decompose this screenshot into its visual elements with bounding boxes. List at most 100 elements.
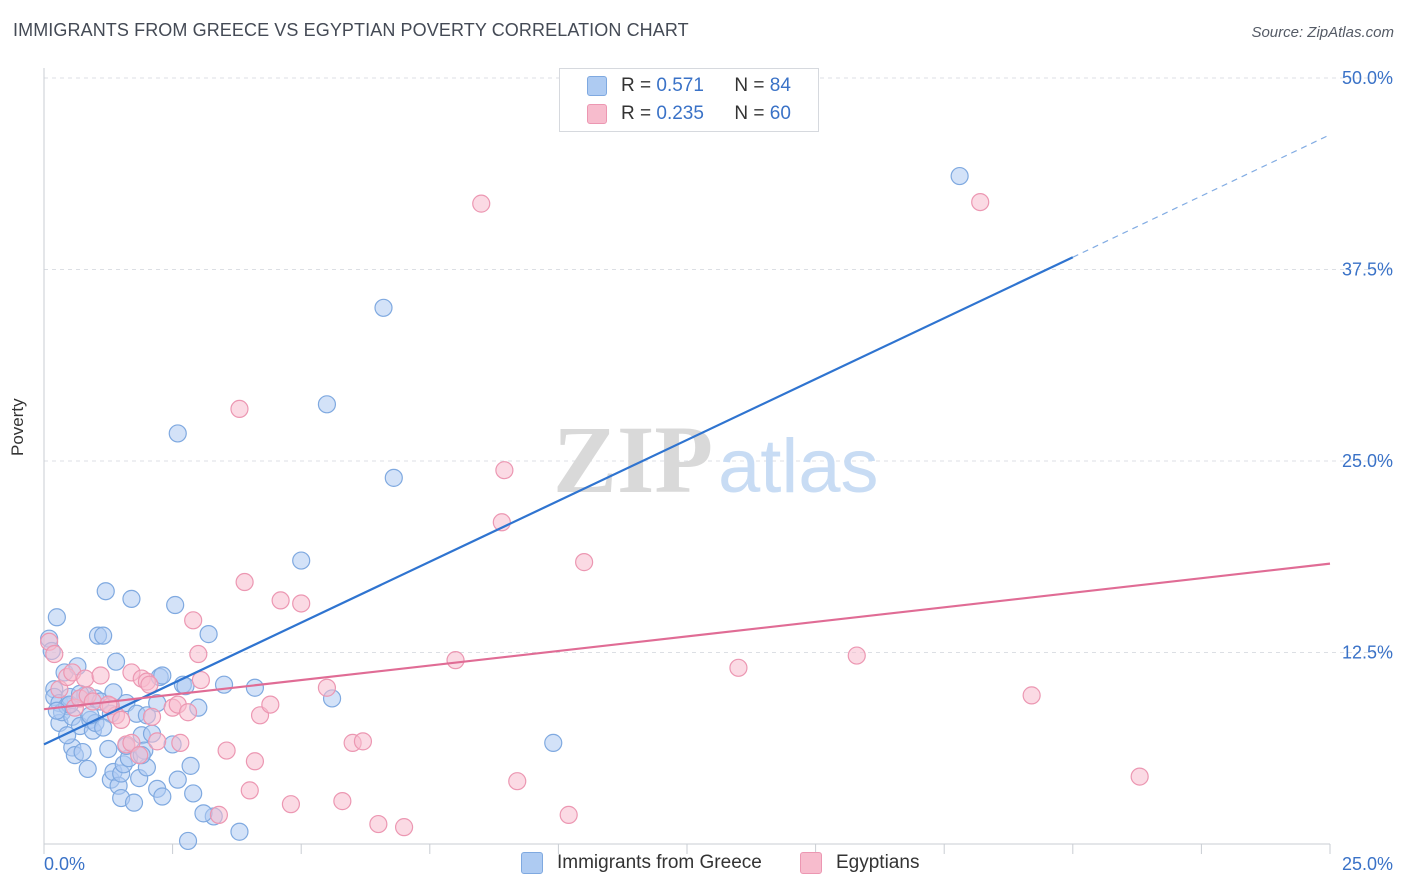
legend-row-greece: R = 0.571 N = 84 bbox=[560, 72, 791, 100]
egyptians-point bbox=[271, 591, 290, 610]
egyptians-point bbox=[472, 194, 491, 213]
greece-trend-extension bbox=[1072, 134, 1331, 258]
greece-point bbox=[544, 733, 563, 752]
greece-point bbox=[153, 787, 172, 806]
egyptians-point bbox=[240, 781, 259, 800]
egyptians-point bbox=[317, 678, 337, 697]
egyptians-point bbox=[971, 192, 990, 212]
legend-n-label: N = bbox=[734, 75, 770, 96]
greece-point bbox=[178, 831, 198, 851]
x-tick-label: 0.0% bbox=[44, 854, 85, 874]
legend-swatch-egyptians bbox=[800, 852, 822, 874]
greece-trend-line bbox=[43, 256, 1074, 746]
egyptians-point bbox=[171, 733, 190, 752]
tick-labels: 12.5% 25.0% 37.5% 50.0% 0.0% 25.0% bbox=[44, 68, 1393, 874]
greece-point bbox=[181, 756, 200, 775]
trend-lines bbox=[43, 134, 1331, 746]
legend-box: R = 0.571 N = 84 R = 0.235 N = 60 bbox=[559, 68, 819, 132]
egyptians-point bbox=[245, 752, 265, 771]
x-tick-label: 25.0% bbox=[1342, 854, 1393, 874]
egyptians-point bbox=[230, 399, 249, 419]
greece-point bbox=[47, 701, 66, 720]
greece-point bbox=[78, 759, 97, 779]
egyptians-point bbox=[217, 741, 236, 760]
greece-point bbox=[99, 739, 118, 759]
greece-point bbox=[384, 468, 403, 487]
greece-point bbox=[166, 595, 185, 615]
series-egyptians-points bbox=[40, 192, 1149, 837]
watermark: ZIP atlas bbox=[553, 406, 879, 513]
legend-r-value: 0.571 bbox=[656, 75, 704, 96]
egyptians-point bbox=[148, 732, 167, 751]
greece-point bbox=[106, 652, 126, 671]
greece-point bbox=[245, 678, 265, 697]
egyptians-point bbox=[353, 732, 373, 751]
egyptians-point bbox=[130, 746, 149, 765]
egyptians-point bbox=[189, 644, 208, 664]
legend-r-label: R = bbox=[621, 75, 657, 96]
egyptians-point bbox=[1022, 686, 1041, 705]
egyptians-point bbox=[333, 792, 352, 811]
egyptians-point bbox=[281, 795, 301, 814]
egyptians-point bbox=[178, 703, 198, 722]
greece-point bbox=[153, 666, 172, 685]
legend-row-egyptians: R = 0.235 N = 60 bbox=[560, 100, 791, 128]
watermark-atlas: atlas bbox=[718, 424, 879, 509]
egyptians-point bbox=[575, 553, 594, 572]
greece-point bbox=[374, 298, 393, 317]
chart-title: IMMIGRANTS FROM GREECE VS EGYPTIAN POVER… bbox=[13, 20, 689, 40]
egyptians-point bbox=[45, 644, 64, 664]
egyptians-point bbox=[142, 707, 162, 726]
greece-point bbox=[122, 589, 141, 608]
legend-swatch-greece bbox=[587, 76, 607, 96]
y-tick-label: 50.0% bbox=[1342, 68, 1393, 88]
legend-r-value: 0.235 bbox=[656, 103, 704, 124]
y-tick-label: 25.0% bbox=[1342, 451, 1393, 471]
greece-point bbox=[94, 626, 113, 645]
watermark-zip: ZIP bbox=[553, 406, 713, 513]
egyptians-trend-line bbox=[43, 562, 1331, 711]
greece-point bbox=[96, 582, 115, 601]
egyptians-point bbox=[495, 461, 514, 480]
egyptians-point bbox=[235, 572, 254, 592]
greece-point bbox=[317, 395, 337, 414]
legend-n-label: N = bbox=[734, 103, 770, 124]
greece-point bbox=[124, 793, 144, 812]
greece-point bbox=[194, 804, 213, 823]
greece-point bbox=[168, 424, 187, 443]
egyptians-point bbox=[91, 666, 110, 685]
egyptians-point bbox=[292, 594, 311, 613]
y-tick-label: 37.5% bbox=[1342, 260, 1393, 280]
egyptians-point bbox=[369, 814, 388, 834]
greece-point bbox=[168, 770, 187, 789]
egyptians-point bbox=[508, 772, 527, 791]
legend-n-value: 60 bbox=[769, 103, 791, 124]
y-tick-label: 12.5% bbox=[1342, 643, 1393, 663]
egyptians-point bbox=[209, 805, 228, 824]
egyptians-point bbox=[394, 818, 414, 837]
egyptians-point bbox=[1130, 767, 1149, 786]
legend-item-egyptians: Egyptians bbox=[800, 852, 919, 874]
egyptians-point bbox=[847, 646, 866, 665]
grid-lines bbox=[44, 77, 1394, 653]
legend-swatch-greece bbox=[521, 852, 543, 874]
egyptians-point bbox=[83, 692, 102, 711]
greece-point bbox=[47, 608, 66, 627]
legend-label-egyptians: Egyptians bbox=[836, 852, 920, 873]
egyptians-point bbox=[191, 670, 210, 690]
egyptians-point bbox=[446, 651, 465, 670]
egyptians-point bbox=[76, 669, 95, 688]
egyptians-point bbox=[559, 805, 578, 824]
legend-n-value: 84 bbox=[769, 75, 791, 96]
legend-swatch-egyptians bbox=[587, 104, 607, 124]
egyptians-point bbox=[140, 675, 159, 694]
greece-point bbox=[199, 625, 218, 644]
greece-point bbox=[950, 166, 969, 186]
greece-point bbox=[230, 822, 249, 841]
greece-point bbox=[214, 675, 234, 694]
greece-point bbox=[184, 784, 203, 803]
egyptians-point bbox=[729, 658, 748, 677]
axes bbox=[43, 68, 1331, 854]
egyptians-point bbox=[112, 710, 131, 730]
